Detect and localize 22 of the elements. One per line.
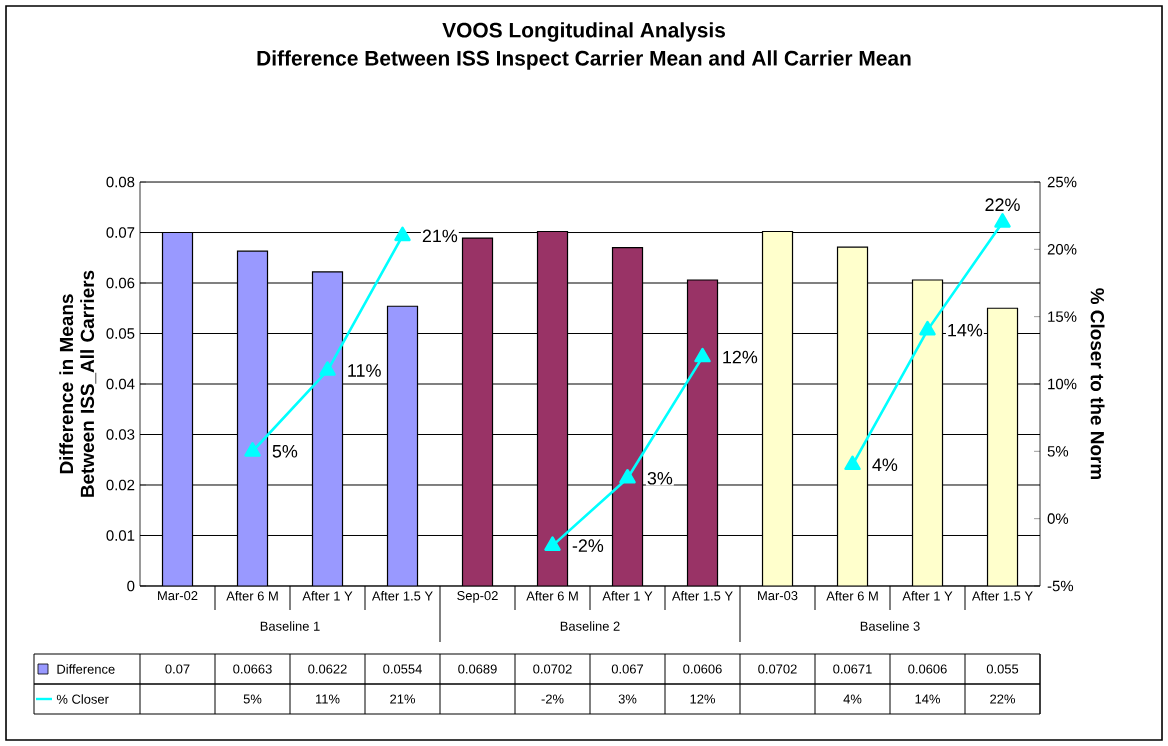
text: 14% (948, 323, 983, 337)
text: -2% (572, 539, 604, 552)
chart-subtitle: Difference Between ISS Inspect Carrier Mean and All Carrier Mean (257, 50, 911, 70)
point (394, 226, 411, 242)
point (244, 442, 261, 457)
point (919, 320, 936, 336)
point (619, 468, 636, 484)
point (319, 361, 336, 376)
text: 3% (647, 471, 673, 485)
text: 22% (985, 198, 1020, 211)
y2-axis-title: % Closer to the Norm (1090, 288, 1105, 480)
chart-title: VOOS Longitudinal Analysis (442, 22, 725, 42)
point (994, 213, 1011, 228)
y-axis-title: Difference in Means Between ISS_All Carriers (59, 270, 97, 497)
text: 11% (348, 364, 381, 377)
text: 5% (272, 445, 298, 458)
text: 12% (723, 350, 758, 364)
point (694, 347, 711, 363)
point (844, 455, 861, 471)
text: 21% (422, 229, 458, 243)
text: 4% (872, 458, 898, 472)
point (544, 536, 561, 551)
